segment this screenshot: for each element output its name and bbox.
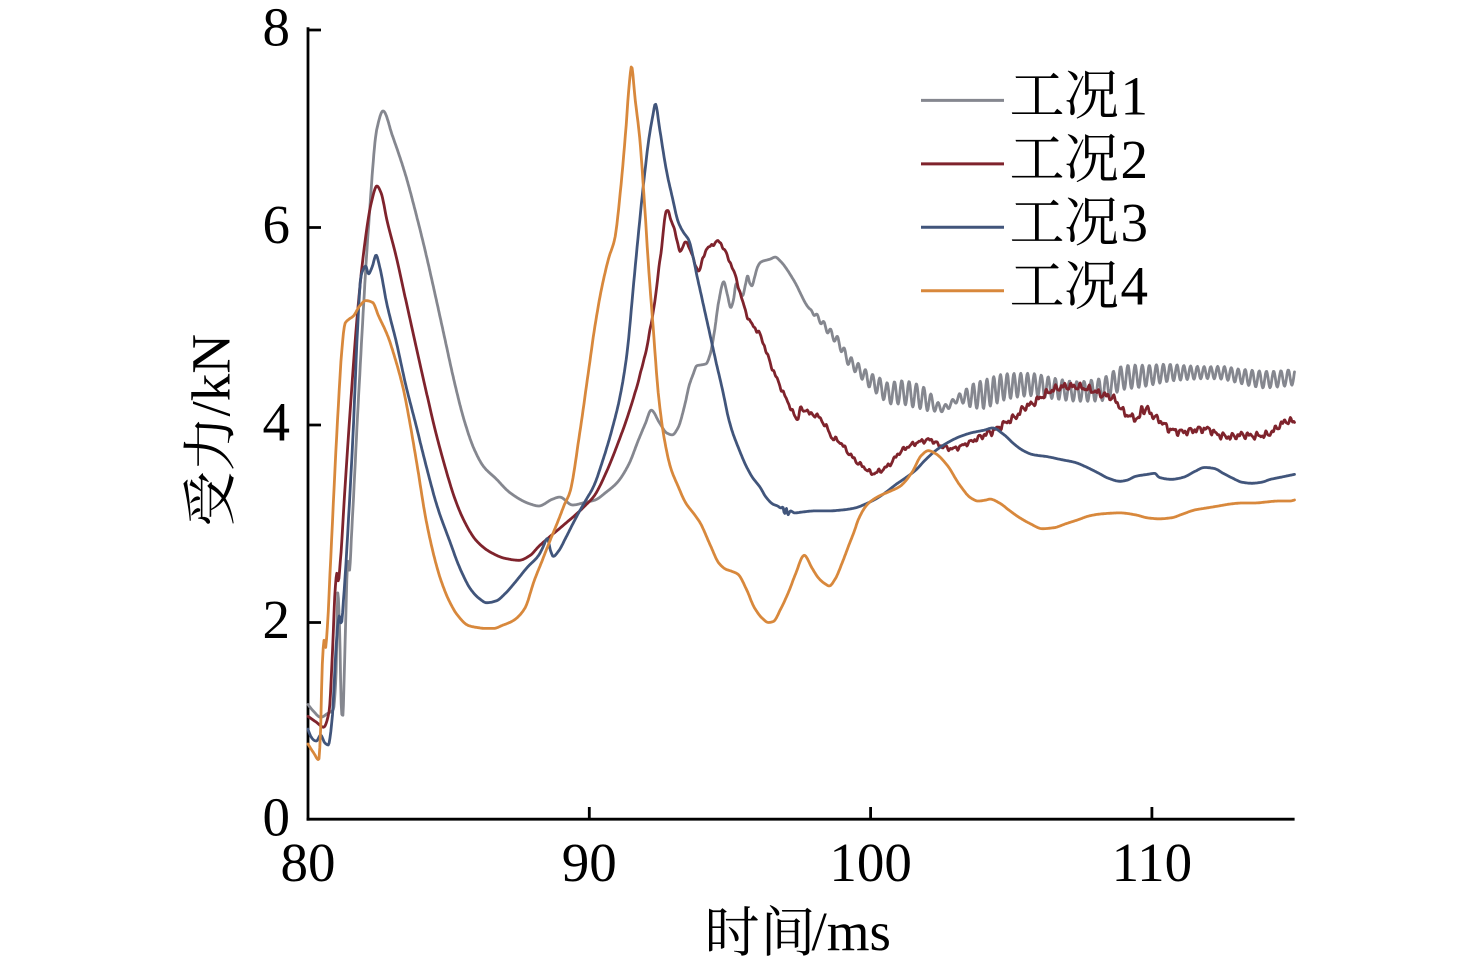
svg-text:3: 3	[1121, 192, 1149, 253]
svg-text:2: 2	[1121, 129, 1149, 190]
svg-text:2: 2	[263, 589, 291, 650]
svg-text:4: 4	[263, 392, 291, 453]
svg-text:/ms: /ms	[812, 901, 891, 962]
svg-text:8: 8	[263, 0, 291, 58]
svg-text:80: 80	[281, 832, 336, 893]
svg-text:6: 6	[263, 194, 291, 255]
svg-text:90: 90	[562, 832, 617, 893]
svg-text:0: 0	[263, 787, 291, 848]
svg-text:/kN: /kN	[180, 334, 241, 417]
svg-text:100: 100	[829, 832, 912, 893]
svg-text:4: 4	[1121, 256, 1149, 317]
svg-text:110: 110	[1112, 832, 1192, 893]
svg-text:1: 1	[1121, 65, 1149, 126]
